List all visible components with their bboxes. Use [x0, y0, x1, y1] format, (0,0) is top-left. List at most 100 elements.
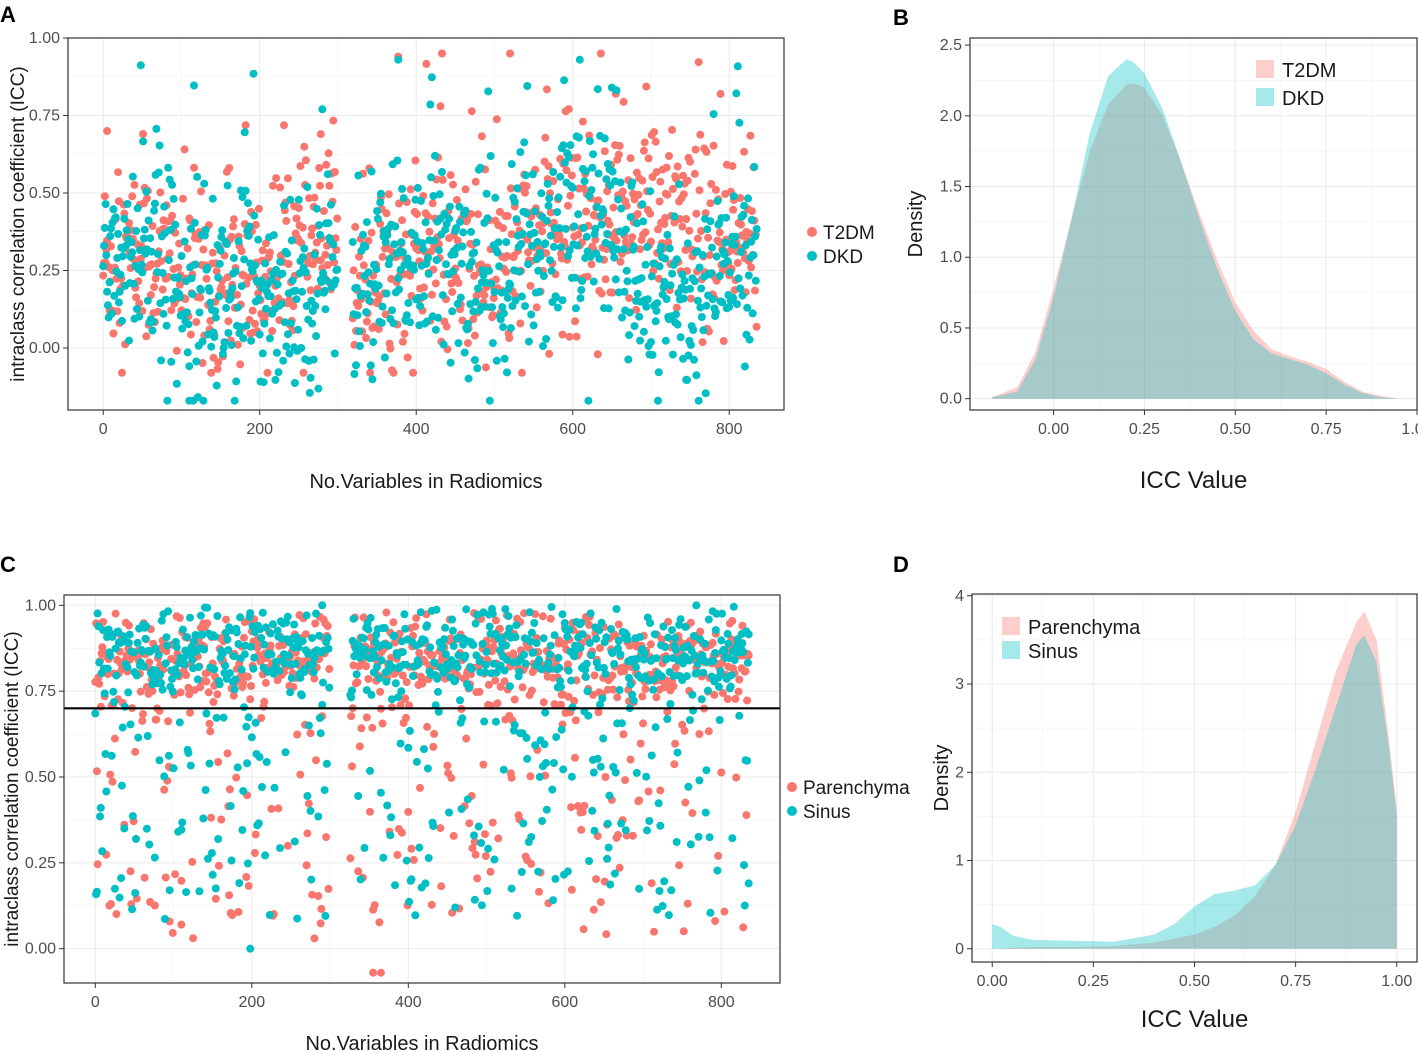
scatter-point — [361, 242, 370, 251]
scatter-point — [541, 708, 550, 717]
scatter-point — [652, 306, 661, 315]
scatter-point — [133, 204, 142, 213]
scatter-point — [470, 356, 479, 364]
scatter-point — [626, 680, 635, 689]
scatter-point — [127, 238, 136, 247]
scatter-point — [171, 220, 180, 229]
scatter-point — [191, 260, 200, 269]
scatter-point — [555, 224, 564, 233]
scatter-point — [411, 156, 420, 165]
scatter-point — [207, 342, 216, 351]
scatter-point — [313, 289, 322, 298]
scatter-point — [160, 772, 169, 781]
scatter-point — [208, 194, 217, 203]
scatter-point — [632, 219, 641, 228]
scatter-point — [671, 646, 680, 654]
scatter-point — [636, 245, 644, 254]
scatter-point — [160, 785, 169, 794]
scatter-point — [362, 662, 371, 671]
scatter-point — [465, 819, 474, 828]
scatter-point — [398, 671, 407, 680]
scatter-point — [512, 621, 521, 630]
scatter-point — [152, 124, 161, 133]
scatter-point — [141, 634, 150, 643]
scatter-point — [556, 700, 565, 709]
scatter-point — [280, 318, 289, 327]
scatter-point — [684, 782, 693, 791]
scatter-point — [418, 239, 427, 248]
scatter-point — [391, 222, 400, 231]
scatter-point — [743, 756, 752, 765]
scatter-point — [201, 786, 210, 794]
scatter-point — [739, 210, 748, 219]
scatter-point — [518, 683, 527, 692]
scatter-point — [324, 219, 333, 228]
scatter-point — [389, 319, 398, 328]
scatter-point — [477, 132, 486, 141]
scatter-point — [355, 252, 364, 261]
scatter-point — [367, 167, 376, 176]
scatter-point — [288, 276, 297, 285]
scatter-point — [633, 210, 642, 218]
scatter-point — [522, 209, 531, 218]
scatter-point — [92, 767, 101, 776]
scatter-point — [546, 256, 554, 265]
scatter-point — [719, 337, 728, 345]
scatter-point — [316, 230, 324, 239]
legend-label-t2dm: T2DM — [1282, 60, 1336, 82]
scatter-point — [373, 207, 382, 215]
y-axis-title: Density — [931, 745, 953, 812]
scatter-point — [594, 708, 603, 717]
x-axis-title: ICC Value — [1141, 1006, 1249, 1033]
scatter-point — [296, 673, 305, 682]
scatter-point — [671, 634, 680, 642]
scatter-point — [653, 299, 662, 308]
scatter-point — [242, 873, 251, 881]
scatter-point — [713, 866, 722, 875]
scatter-point — [292, 214, 301, 223]
scatter-point — [199, 245, 208, 254]
scatter-point — [751, 232, 759, 241]
scatter-point — [536, 252, 545, 261]
scatter-point — [711, 649, 720, 657]
scatter-point — [747, 216, 756, 224]
scatter-point — [225, 164, 234, 172]
scatter-point — [602, 175, 611, 184]
scatter-point — [146, 234, 155, 243]
scatter-point — [102, 787, 111, 796]
scatter-point — [610, 869, 619, 878]
scatter-point — [458, 714, 467, 723]
scatter-point — [190, 81, 198, 90]
scatter-point — [723, 629, 732, 638]
scatter-point — [559, 141, 568, 150]
scatter-point — [148, 326, 157, 335]
scatter-point — [359, 613, 368, 622]
scatter-point — [481, 302, 490, 311]
scatter-point — [752, 225, 761, 233]
scatter-point — [596, 49, 605, 58]
scatter-point — [668, 350, 677, 359]
scatter-point — [297, 344, 306, 352]
scatter-point — [680, 276, 689, 285]
scatter-point — [744, 879, 753, 888]
scatter-point — [167, 306, 176, 315]
scatter-point — [617, 204, 626, 213]
scatter-point — [539, 698, 548, 707]
scatter-point — [269, 181, 277, 190]
scatter-point — [407, 844, 416, 853]
scatter-point — [735, 118, 744, 127]
scatter-point — [226, 802, 235, 810]
scatter-point — [438, 168, 446, 176]
scatter-point — [362, 317, 371, 326]
plot-frame — [969, 37, 1418, 411]
scatter-point — [571, 317, 580, 326]
scatter-point — [544, 162, 553, 171]
scatter-point — [535, 887, 543, 896]
scatter-point — [590, 671, 599, 680]
scatter-point — [694, 832, 703, 841]
scatter-point — [704, 727, 713, 736]
x-tick-label: 1.00 — [1401, 421, 1418, 438]
scatter-point — [365, 296, 374, 305]
scatter-point — [157, 356, 166, 365]
